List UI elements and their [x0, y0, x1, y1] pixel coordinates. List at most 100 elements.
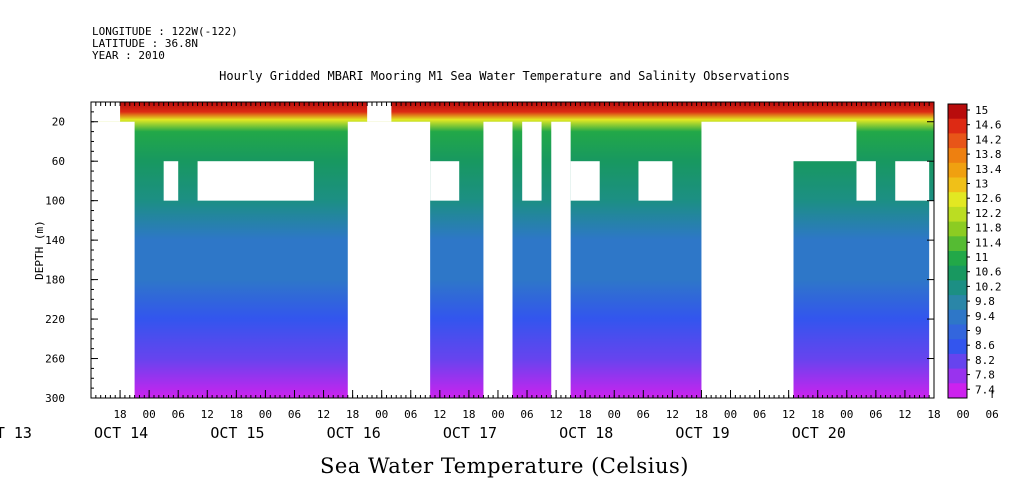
x-hour-label: 06	[404, 408, 417, 421]
colorbar-cell	[948, 309, 967, 325]
data-gap	[197, 161, 314, 201]
x-hour-label: 00	[491, 408, 504, 421]
x-day-label: OCT 17	[443, 424, 497, 442]
x-day-label: OCT 13	[0, 424, 32, 442]
x-hour-label: 06	[869, 408, 882, 421]
data-gap	[163, 161, 179, 201]
colorbar-label: 13.8	[975, 148, 1002, 161]
x-hour-label: 00	[259, 408, 272, 421]
colorbar-label: 7.4	[975, 383, 995, 396]
y-tick-label: 180	[45, 274, 65, 287]
x-day-label: OCT 16	[327, 424, 381, 442]
colorbar-label: 8.2	[975, 354, 995, 367]
x-hour-label: 12	[433, 408, 446, 421]
data-gap	[367, 102, 392, 122]
data-gap	[91, 102, 121, 122]
colorbar-label: 8.6	[975, 339, 995, 352]
y-axis-label: DEPTH (m)	[33, 220, 46, 280]
colorbar-cell	[948, 295, 967, 311]
y-tick-label: 260	[45, 353, 65, 366]
colorbar-label: 11.8	[975, 222, 1002, 235]
colorbar-cell	[948, 148, 967, 164]
x-day-label: OCT 15	[210, 424, 264, 442]
y-tick-label: 140	[45, 234, 65, 247]
colorbar-cell	[948, 383, 967, 399]
colorbar-cell	[948, 324, 967, 340]
x-hour-label: 00	[375, 408, 388, 421]
colorbar-cell	[948, 118, 967, 134]
x-hour-label: 00	[143, 408, 156, 421]
colorbar-cell	[948, 339, 967, 355]
colorbar-cell	[948, 353, 967, 370]
x-hour-label: 06	[288, 408, 301, 421]
colorbar-cell	[948, 251, 967, 267]
x-hour-label: 06	[753, 408, 766, 421]
data-gap	[992, 200, 1009, 398]
colorbar-cell	[948, 192, 967, 208]
variable-title: Sea Water Temperature (Celsius)	[319, 454, 689, 478]
colorbar-label: 14.2	[975, 133, 1002, 146]
data-gap-layer	[91, 102, 1009, 398]
colorbar-cell	[948, 133, 967, 149]
x-hour-label: 06	[637, 408, 650, 421]
x-axis: 18 00 06 12 18 00 06 12 18 00 06 12 18 00 06 12 18 00 06 12…	[0, 390, 999, 442]
colorbar-cell	[948, 236, 967, 252]
y-tick-label: 60	[52, 155, 65, 168]
colorbar-label: 12.2	[975, 207, 1002, 220]
colorbar-label: 14.6	[975, 119, 1002, 132]
longitude-label: LONGITUDE : 122W(-122)	[92, 25, 238, 38]
x-hour-label: 06	[172, 408, 185, 421]
x-day-label: OCT 14	[94, 424, 148, 442]
colorbar-label: 9.8	[975, 295, 995, 308]
x-hour-label: 18	[113, 408, 126, 421]
data-gap	[430, 161, 460, 201]
colorbar-label: 10.2	[975, 280, 1002, 293]
colorbar-cell	[948, 280, 967, 296]
y-axis: 20 60 100 140 180 220 260 300 DEPTH (m)	[33, 101, 934, 405]
y-tick-label: 220	[45, 313, 65, 326]
data-gap	[483, 121, 513, 398]
data-gap	[638, 161, 673, 201]
x-hour-label: 18	[811, 408, 824, 421]
colorbar-label: 15	[975, 104, 988, 117]
data-gap	[701, 121, 794, 398]
x-hour-label: 12	[898, 408, 911, 421]
x-hour-label: 00	[956, 408, 969, 421]
colorbar-cell	[948, 221, 967, 237]
data-gap	[551, 121, 571, 398]
colorbar-label: 11	[975, 251, 988, 264]
colorbar-label: 10.6	[975, 266, 1002, 279]
x-day-label: OCT 20	[792, 424, 846, 442]
colorbar-cell	[948, 206, 967, 223]
colorbar-cell	[948, 368, 967, 384]
x-hour-label: 06	[520, 408, 533, 421]
colorbar-label: 12.6	[975, 192, 1002, 205]
x-day-label: OCT 18	[559, 424, 613, 442]
y-tick-label: 20	[52, 116, 65, 129]
x-hour-label: 12	[317, 408, 330, 421]
x-hour-label: 00	[840, 408, 853, 421]
x-hour-label: 12	[666, 408, 679, 421]
x-day-label: OCT 19	[675, 424, 729, 442]
chart-title: Hourly Gridded MBARI Mooring M1 Sea Wate…	[219, 69, 790, 83]
data-gap	[91, 121, 135, 398]
data-gap	[570, 161, 600, 201]
x-hour-label: 00	[608, 408, 621, 421]
x-hour-label: 06	[986, 408, 999, 421]
latitude-label: LATITUDE : 36.8N	[92, 37, 198, 50]
colorbar-label: 13	[975, 178, 988, 191]
year-label: YEAR : 2010	[92, 49, 165, 62]
data-gap	[967, 161, 1002, 201]
y-tick-label: 100	[45, 195, 65, 208]
x-hour-label: 12	[201, 408, 214, 421]
x-hour-label: 18	[927, 408, 940, 421]
x-hour-label: 12	[549, 408, 562, 421]
data-gap	[856, 161, 876, 201]
colorbar-label: 11.4	[975, 236, 1002, 249]
colorbar-border	[947, 103, 968, 399]
colorbar-label: 9	[975, 325, 982, 338]
x-hour-label: 12	[782, 408, 795, 421]
x-hour-label: 18	[579, 408, 592, 421]
